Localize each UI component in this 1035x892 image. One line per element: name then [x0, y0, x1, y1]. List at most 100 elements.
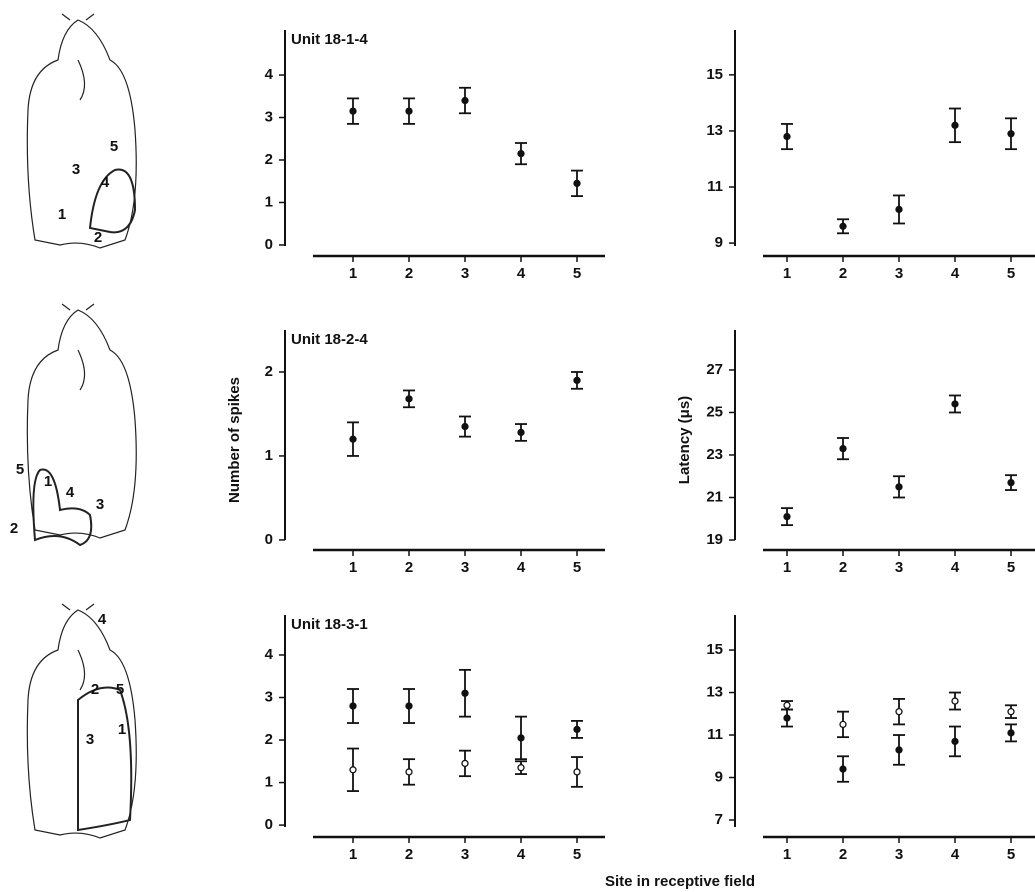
x-axis-label: Site in receptive field: [605, 873, 755, 890]
y-tick-label: 27: [706, 361, 723, 378]
x-tick-label: 1: [349, 846, 357, 863]
x-tick-label: 3: [461, 559, 469, 576]
x-tick-label: 1: [349, 265, 357, 282]
point: [573, 768, 581, 776]
y-tick-label: 15: [706, 66, 723, 83]
error-point: [837, 710, 849, 739]
rat-drawings: [26, 13, 137, 839]
error-point: [571, 756, 583, 788]
point: [839, 444, 847, 453]
x-tick-label: 5: [573, 265, 581, 282]
point: [951, 400, 959, 408]
point: [461, 96, 469, 105]
x-tick-label: 4: [951, 846, 960, 863]
error-point: [459, 86, 471, 115]
y-tick-label: 25: [706, 403, 723, 420]
point: [783, 132, 791, 141]
point: [895, 205, 903, 214]
point: [951, 697, 959, 705]
y-tick-label: 1: [265, 774, 273, 791]
error-point: [347, 688, 359, 724]
error-point: [1005, 704, 1017, 719]
error-point: [403, 688, 415, 724]
error-point: [781, 507, 793, 527]
error-point: [781, 708, 793, 728]
point: [895, 708, 903, 716]
point: [1007, 130, 1015, 138]
x-tick-label: 3: [895, 265, 903, 282]
y-tick-label: 13: [706, 122, 723, 139]
error-point: [1005, 117, 1017, 151]
site-label: 3: [96, 496, 104, 513]
rat-drawing: [26, 13, 137, 249]
error-point: [515, 423, 527, 442]
rat-drawing: [26, 303, 137, 547]
y-tick-label: 0: [265, 531, 273, 548]
site-label: 1: [58, 206, 66, 223]
point: [783, 512, 791, 521]
x-tick-label: 2: [839, 559, 847, 576]
point: [573, 725, 581, 734]
x-tick-label: 2: [405, 559, 413, 576]
y-tick-label: 23: [706, 446, 723, 463]
point: [461, 689, 469, 697]
point: [783, 714, 791, 722]
x-tick-label: 1: [783, 265, 791, 282]
error-point: [403, 389, 415, 409]
error-point: [515, 715, 527, 761]
error-point: [347, 421, 359, 457]
x-tick-label: 2: [839, 846, 847, 863]
error-point: [949, 107, 961, 144]
y-tick-label: 21: [706, 488, 723, 505]
site-label: 1: [44, 473, 52, 490]
point: [349, 766, 357, 774]
y-tick-label: 11: [707, 726, 723, 743]
point: [405, 768, 413, 776]
y-tick-label: 3: [265, 108, 273, 125]
error-point: [949, 691, 961, 711]
point: [405, 107, 413, 115]
error-point: [893, 475, 905, 499]
site-label: 3: [86, 731, 94, 748]
y-tick-label: 1: [265, 193, 273, 210]
site-label: 4: [98, 611, 107, 628]
error-point: [949, 394, 961, 414]
point: [839, 765, 847, 773]
x-tick-label: 4: [517, 559, 526, 576]
point: [895, 483, 903, 491]
site-label: 5: [16, 461, 24, 478]
error-point: [459, 749, 471, 778]
error-point: [571, 371, 583, 390]
x-tick-label: 5: [1007, 846, 1015, 863]
point: [573, 179, 581, 188]
point: [1007, 478, 1015, 487]
point: [349, 435, 357, 443]
point: [1007, 708, 1015, 716]
x-tick-label: 2: [405, 265, 413, 282]
site-label: 5: [116, 681, 124, 698]
point: [349, 702, 357, 710]
error-point: [1005, 474, 1017, 491]
point: [951, 737, 959, 746]
y-tick-label: 19: [706, 531, 723, 548]
x-tick-label: 2: [405, 846, 413, 863]
chart-title: Unit 18-2-4: [291, 331, 368, 348]
error-point: [347, 747, 359, 792]
point: [405, 395, 413, 403]
error-point: [781, 700, 793, 711]
site-label: 2: [91, 681, 99, 698]
x-tick-label: 4: [517, 846, 526, 863]
y-axis-label: Number of spikes: [226, 377, 243, 503]
point: [573, 376, 581, 385]
site-label: 3: [72, 161, 80, 178]
site-label: 2: [10, 520, 18, 537]
x-tick-label: 5: [1007, 559, 1015, 576]
y-tick-label: 4: [265, 66, 274, 83]
y-tick-label: 9: [715, 768, 723, 785]
point: [839, 222, 847, 230]
x-tick-label: 1: [783, 846, 791, 863]
site-label: 5: [110, 138, 118, 155]
site-label: 4: [66, 484, 75, 501]
point: [517, 764, 525, 772]
error-point: [571, 169, 583, 198]
